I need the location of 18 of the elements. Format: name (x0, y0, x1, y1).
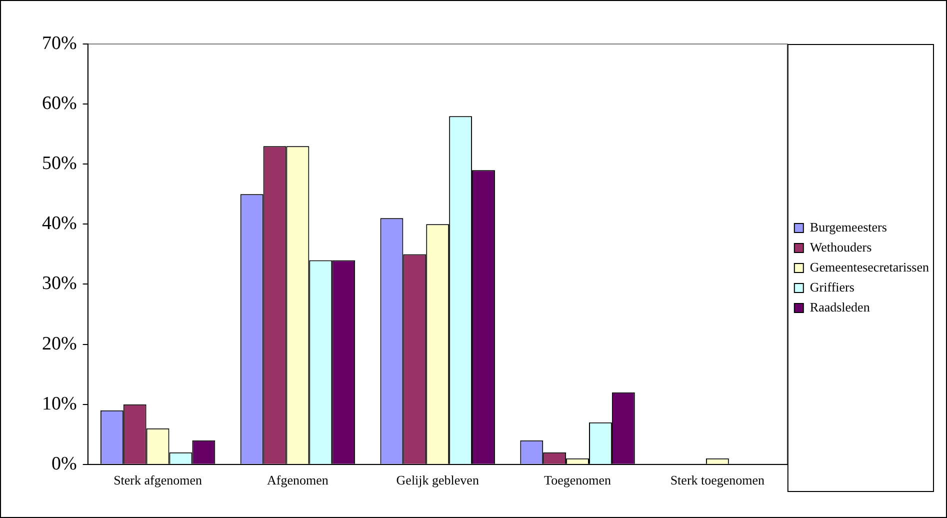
y-tick-label: 50% (42, 153, 77, 174)
y-tick-label: 60% (42, 93, 77, 114)
legend-label: Wethouders (810, 239, 872, 254)
x-tick-label: Toegenomen (544, 472, 612, 488)
legend-label: Gemeentesecretarissen (810, 259, 930, 274)
legend-label: Burgemeesters (810, 219, 887, 234)
x-tick-label: Gelijk gebleven (396, 472, 480, 488)
y-tick-label: 40% (42, 213, 77, 234)
y-tick-label: 70% (42, 32, 77, 54)
legend-label: Griffiers (810, 279, 854, 294)
x-tick-label: Afgenomen (267, 472, 329, 488)
y-tick-label: 30% (42, 273, 77, 294)
y-tick-label: 10% (42, 393, 77, 414)
legend-label: Raadsleden (810, 299, 870, 314)
x-tick-label: Sterk afgenomen (114, 472, 202, 488)
x-tick-label: Sterk toegenomen (670, 472, 766, 488)
y-tick-label: 20% (42, 333, 77, 354)
y-tick-label: 0% (52, 453, 77, 474)
